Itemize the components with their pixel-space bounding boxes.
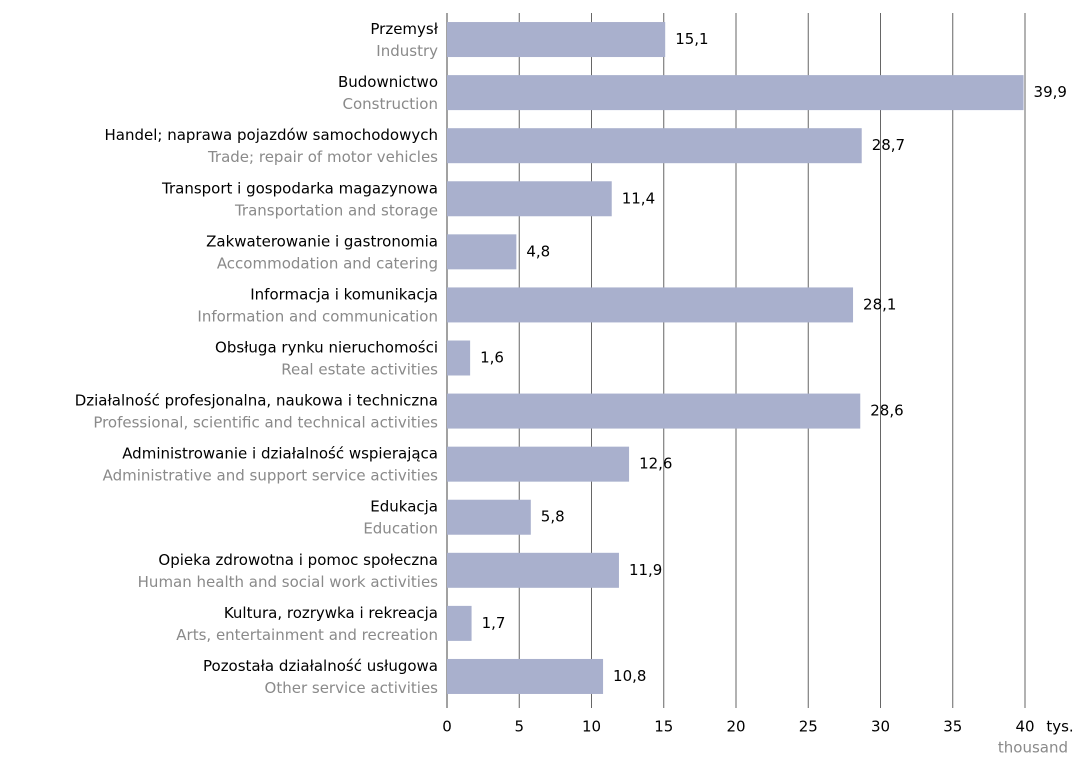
- category-label-en: Industry: [376, 42, 438, 60]
- value-label: 28,1: [863, 295, 896, 313]
- category-label-en: Arts, entertainment and recreation: [176, 626, 438, 644]
- category-label: Budownictwo: [338, 73, 438, 91]
- value-label: 1,7: [482, 614, 506, 632]
- x-tick-label: 5: [514, 718, 524, 736]
- bar: [447, 340, 471, 376]
- value-label: 39,9: [1034, 83, 1067, 101]
- x-tick-label: 15: [654, 718, 673, 736]
- value-label: 1,6: [480, 349, 504, 367]
- value-label: 10,8: [613, 667, 646, 685]
- bar: [447, 287, 854, 323]
- bar: [447, 658, 604, 694]
- bar: [447, 605, 472, 641]
- category-label-en: Accommodation and catering: [217, 254, 438, 272]
- category-label-en: Transportation and storage: [234, 201, 438, 219]
- x-tick-label: 25: [799, 718, 818, 736]
- category-label-en: Administrative and support service activ…: [103, 467, 439, 485]
- category-label-en: Real estate activities: [281, 361, 438, 379]
- value-label: 11,9: [629, 561, 662, 579]
- value-label: 4,8: [526, 242, 550, 260]
- category-label-en: Construction: [342, 95, 438, 113]
- category-label: Przemysł: [370, 20, 438, 38]
- x-unit: tys.: [1046, 718, 1073, 736]
- category-label: Transport i gospodarka magazynowa: [161, 179, 438, 197]
- category-label: Administrowanie i działalność wspierając…: [122, 445, 438, 463]
- x-tick-label: 40: [1015, 718, 1034, 736]
- category-label-en: Education: [363, 520, 438, 538]
- bar: [447, 22, 666, 58]
- x-tick-label: 30: [871, 718, 890, 736]
- category-label: Kultura, rozrywka i rekreacja: [224, 604, 438, 622]
- category-label-en: Human health and social work activities: [138, 573, 439, 591]
- category-label: Obsługa rynku nieruchomości: [215, 339, 438, 357]
- bar: [447, 552, 619, 588]
- bar: [447, 128, 862, 164]
- x-tick-label: 35: [943, 718, 962, 736]
- x-tick-label: 20: [726, 718, 745, 736]
- category-label: Działalność profesjonalna, naukowa i tec…: [75, 392, 438, 410]
- bar: [447, 234, 517, 270]
- category-label: Handel; naprawa pojazdów samochodowych: [104, 126, 438, 144]
- bar: [447, 446, 630, 482]
- value-label: 28,7: [872, 136, 905, 154]
- bar: [447, 499, 531, 535]
- x-tick-label: 10: [582, 718, 601, 736]
- category-label: Pozostała działalność usługowa: [203, 657, 438, 675]
- bar: [447, 181, 612, 217]
- category-label: Edukacja: [370, 498, 438, 516]
- category-label-en: Information and communication: [197, 307, 438, 325]
- value-label: 5,8: [541, 508, 565, 526]
- category-label: Informacja i komunikacja: [250, 285, 438, 303]
- category-label-en: Trade; repair of motor vehicles: [207, 148, 438, 166]
- x-unit-en: thousand: [998, 739, 1068, 757]
- value-label: 15,1: [675, 30, 708, 48]
- x-tick-label: 0: [442, 718, 452, 736]
- category-label: Zakwaterowanie i gastronomia: [206, 232, 438, 250]
- value-label: 11,4: [622, 189, 655, 207]
- bar: [447, 393, 861, 429]
- bar: [447, 75, 1024, 111]
- category-label: Opieka zdrowotna i pomoc społeczna: [158, 551, 438, 569]
- category-label-en: Other service activities: [265, 679, 439, 697]
- category-label-en: Professional, scientific and technical a…: [93, 414, 438, 432]
- value-label: 28,6: [870, 402, 903, 420]
- value-label: 12,6: [639, 455, 672, 473]
